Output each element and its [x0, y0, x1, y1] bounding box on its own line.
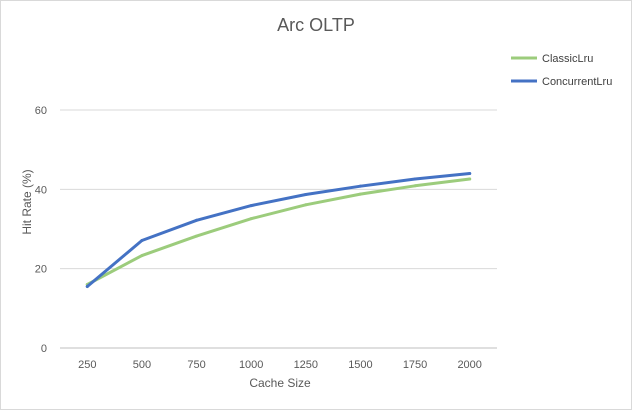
x-tick-label-1500: 1500: [348, 359, 372, 371]
x-tick-label-750: 750: [187, 359, 205, 371]
data-point-concurrentlru-2000: [468, 171, 472, 175]
data-point-classiclru-1000: [249, 217, 253, 221]
y-tick-label-40: 40: [35, 184, 47, 196]
gridlines: [60, 109, 497, 349]
data-point-classiclru-1500: [358, 192, 362, 196]
x-axis-ticks: 250 500 750 1000 1250 1500 1750 2000: [78, 359, 482, 371]
y-axis-ticks: 0 20 40 60: [35, 105, 47, 355]
data-point-concurrentlru-1500: [358, 184, 362, 188]
series-lines: [85, 171, 472, 289]
data-point-concurrentlru-1000: [249, 204, 253, 208]
x-tick-label-1250: 1250: [294, 359, 318, 371]
series-line-concurrentlru: [85, 172, 472, 288]
legend-label-concurrentlru: ConcurrentLru: [542, 76, 612, 88]
x-axis-label: Cache Size: [249, 376, 311, 390]
data-point-classiclru-500: [140, 254, 144, 258]
x-tick-label-1000: 1000: [239, 359, 263, 371]
data-point-classiclru-2000: [468, 177, 472, 181]
legend: ClassicLru ConcurrentLru: [511, 53, 612, 88]
chart-title: Arc OLTP: [277, 15, 355, 35]
data-point-concurrentlru-500: [140, 239, 144, 243]
y-tick-label-0: 0: [41, 343, 47, 355]
y-axis-label: Hit Rate (%): [20, 169, 34, 234]
y-tick-label-20: 20: [35, 264, 47, 276]
data-point-concurrentlru-250: [85, 285, 89, 289]
data-point-concurrentlru-1250: [304, 192, 308, 196]
x-tick-label-500: 500: [133, 359, 151, 371]
y-tick-label-60: 60: [35, 105, 47, 117]
data-point-classiclru-750: [195, 234, 199, 238]
series-line-classiclru: [85, 177, 472, 286]
data-point-classiclru-1250: [304, 203, 308, 207]
data-point-classiclru-1750: [413, 184, 417, 188]
data-point-concurrentlru-1750: [413, 177, 417, 181]
x-tick-label-2000: 2000: [457, 359, 481, 371]
data-point-concurrentlru-750: [195, 218, 199, 222]
legend-label-classiclru: ClassicLru: [542, 53, 593, 65]
x-tick-label-250: 250: [78, 359, 96, 371]
x-tick-label-1750: 1750: [403, 359, 427, 371]
